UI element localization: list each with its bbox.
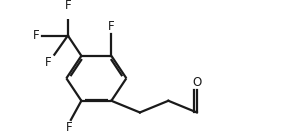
Text: F: F — [65, 0, 71, 12]
Text: F: F — [33, 29, 39, 42]
Text: F: F — [66, 121, 73, 134]
Text: F: F — [108, 20, 115, 33]
Text: O: O — [192, 76, 201, 89]
Text: F: F — [45, 56, 51, 69]
